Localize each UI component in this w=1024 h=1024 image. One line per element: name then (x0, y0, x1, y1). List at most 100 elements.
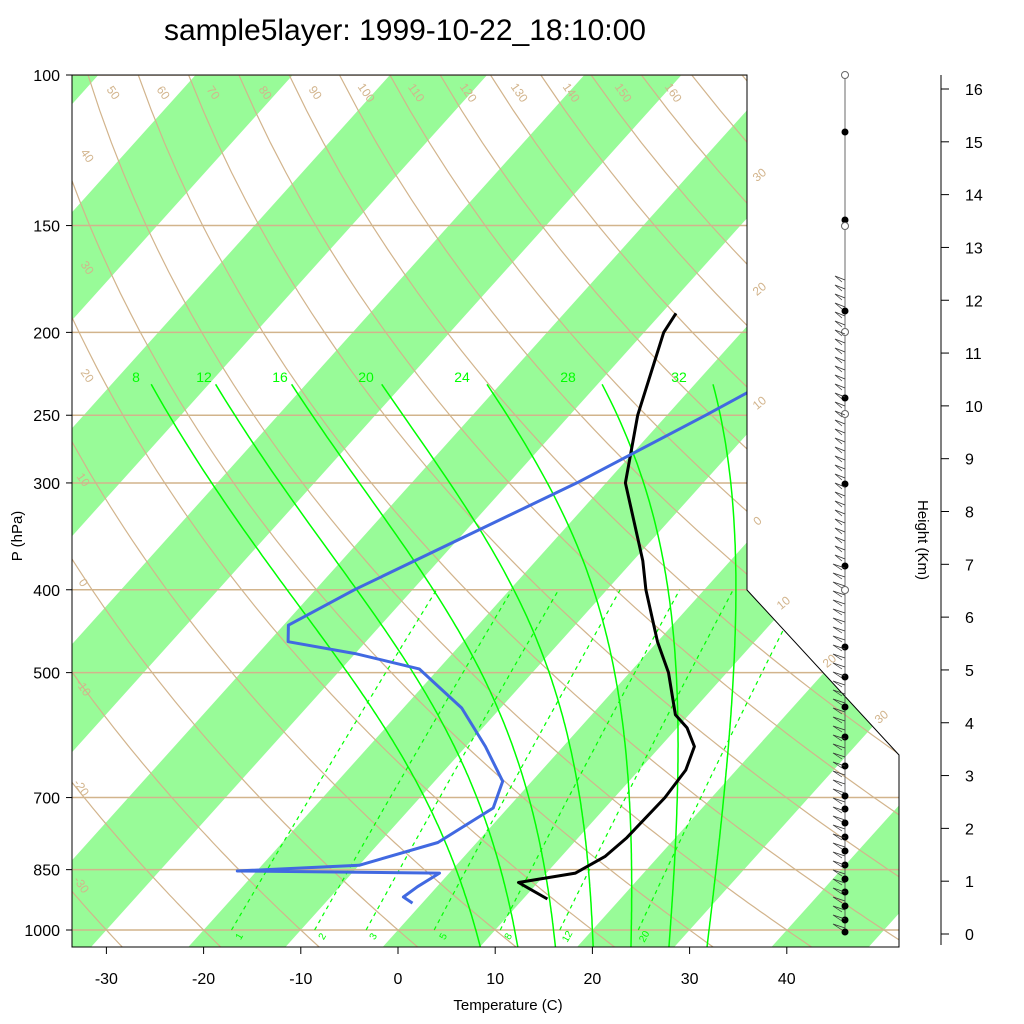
dry-adiabat-label: 50 (104, 83, 123, 102)
wind-dot-open (841, 328, 849, 336)
wind-barb (832, 698, 846, 706)
wind-barb (834, 392, 846, 400)
temperature-band (72, 75, 562, 947)
wind-barb (832, 842, 846, 850)
wind-barb (834, 311, 846, 319)
mixing-ratio-line (499, 589, 681, 931)
temperature-tick-label: 10 (486, 971, 504, 988)
wind-barb (834, 374, 846, 382)
x-axis-label: Temperature (C) (453, 997, 562, 1014)
wind-dot (841, 805, 849, 813)
dry-adiabat-line (72, 75, 819, 947)
moist-adiabat-lines (150, 383, 737, 947)
right-edge-label: 20 (750, 279, 769, 299)
height-tick-label: 13 (965, 240, 983, 257)
moist-adiabat-line (290, 383, 557, 947)
moist-adiabat-line (150, 383, 483, 947)
left-edge-label: 0 (76, 576, 91, 590)
height-tick-label: 2 (965, 821, 974, 838)
wind-barb (832, 590, 846, 598)
height-tick-label: 12 (965, 293, 983, 310)
wind-barb (834, 446, 846, 454)
moist-adiabat-label: 20 (358, 369, 374, 385)
wind-barb (832, 725, 846, 733)
height-tick-label: 1 (965, 874, 974, 891)
wind-barb (832, 653, 846, 661)
wind-barb (834, 302, 846, 310)
wind-barb (834, 329, 846, 337)
pressure-tick-label: 100 (33, 68, 60, 85)
dry-adiabat-line (159, 75, 899, 947)
wind-dot (841, 928, 849, 936)
wind-dot (841, 703, 849, 711)
wind-barb (832, 734, 846, 742)
right-edge-label: 30 (872, 707, 891, 727)
wind-barb (832, 662, 846, 670)
wind-barb (832, 770, 846, 778)
mixing-ratio-label: 3 (368, 931, 381, 942)
height-tick-label: 3 (965, 769, 974, 786)
wind-barb (832, 833, 846, 841)
dry-adiabat-line (111, 75, 899, 947)
wind-dot (841, 216, 849, 224)
plot-area (72, 75, 899, 947)
temperature-tick-label: 40 (778, 971, 796, 988)
wind-barb (832, 752, 846, 760)
wind-barb (834, 491, 846, 499)
wind-barb (832, 923, 846, 931)
wind-barb (832, 914, 846, 922)
y-axis-label: P (hPa) (9, 511, 26, 562)
mixing-ratio-label: 2 (317, 931, 330, 942)
pressure-axis: 100 150 200 250 300 400 500 700 850 1000 (24, 68, 72, 940)
wind-barb (834, 545, 846, 553)
wind-barb (832, 743, 846, 751)
wind-barb (832, 599, 846, 607)
mixing-ratio-line (230, 589, 438, 931)
dry-adiabat-line (72, 75, 226, 947)
mixing-ratio-label: 20 (637, 929, 652, 945)
pressure-tick-label: 700 (33, 791, 60, 808)
wind-barb (832, 878, 846, 886)
temperature-axis: -30 -20 -10 0 10 20 30 40 (95, 947, 796, 988)
wind-dot-open (841, 71, 849, 79)
pressure-tick-label: 250 (33, 408, 60, 425)
moist-adiabat-line (601, 383, 679, 947)
height-tick-label: 10 (965, 399, 983, 416)
height-tick-label: 6 (965, 610, 974, 627)
pressure-tick-label: 400 (33, 583, 60, 600)
wind-barb (832, 851, 846, 859)
wind-dot (841, 902, 849, 910)
wind-barb (832, 824, 846, 832)
wind-barb-column (832, 71, 849, 936)
dry-adiabat-line (395, 75, 899, 947)
temperature-band (72, 75, 899, 947)
wind-dot (841, 733, 849, 741)
dewpoint-profile-line (235, 312, 891, 905)
sounding-profiles (235, 312, 891, 905)
wind-barb (832, 635, 846, 643)
wind-barb (832, 644, 846, 652)
height-tick-label: 11 (965, 346, 982, 363)
mixing-ratio-label: 5 (438, 931, 451, 942)
wind-dot (841, 673, 849, 681)
height-tick-label: 16 (965, 82, 983, 99)
height-tick-label: 4 (965, 716, 974, 733)
height-tick-label: 15 (965, 135, 983, 152)
mixing-ratio-line (314, 589, 513, 931)
wind-dot (841, 792, 849, 800)
wind-barb (834, 356, 846, 364)
wind-barb (832, 707, 846, 715)
wind-barb (832, 797, 846, 805)
wind-barb (834, 509, 846, 517)
pressure-tick-label: 500 (33, 666, 60, 683)
wind-dot (841, 819, 849, 827)
wind-dot (841, 128, 849, 136)
temperature-band (72, 75, 368, 947)
left-edge-label: 40 (78, 146, 97, 165)
temperature-profile-line (517, 312, 696, 901)
mixing-ratio-line (637, 589, 805, 931)
mixing-ratio-label: 12 (560, 929, 575, 945)
wind-barb (832, 572, 846, 580)
wind-barb (832, 896, 846, 904)
